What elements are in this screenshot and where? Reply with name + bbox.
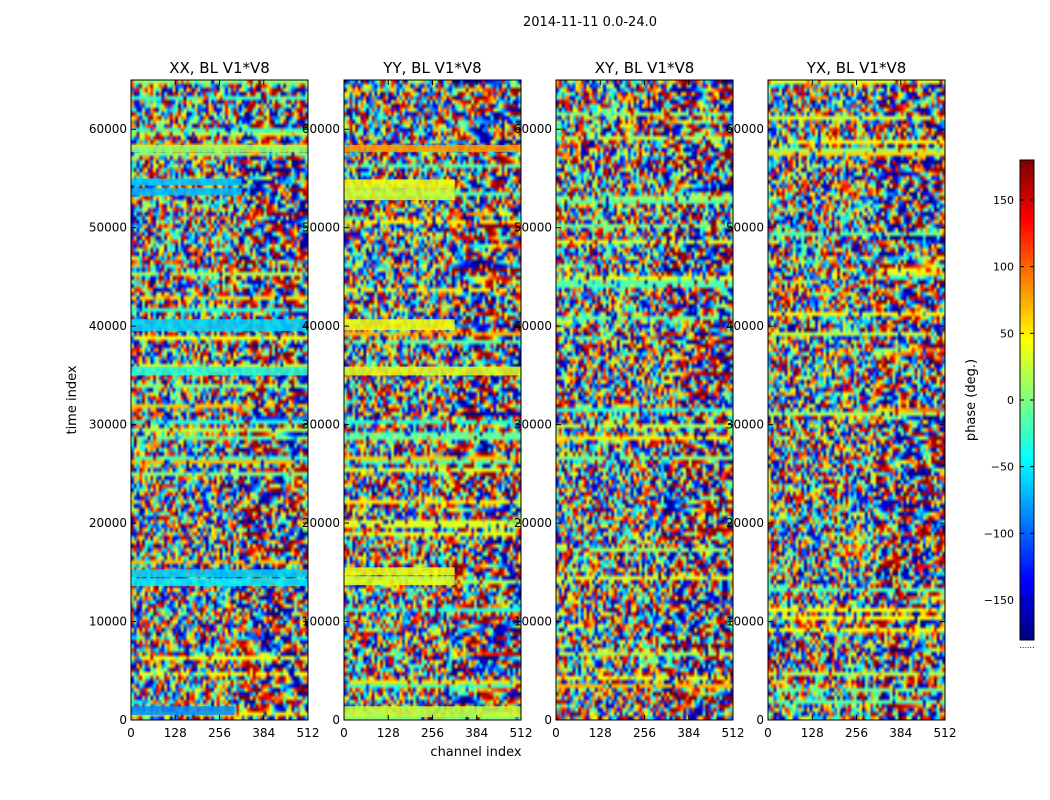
x-tick-label: 384	[889, 726, 912, 740]
phase-band	[344, 706, 521, 718]
x-tick-label: 0	[552, 726, 560, 740]
y-tick-label: 60000	[302, 122, 340, 136]
colorbar-tick-label: 50	[1000, 327, 1014, 340]
y-tick-label: 0	[119, 713, 127, 727]
x-axis-label: channel index	[430, 745, 521, 760]
y-tick-label: 30000	[302, 418, 340, 432]
x-tick-label: 512	[722, 726, 745, 740]
phase-band	[344, 144, 521, 152]
y-tick-label: 40000	[514, 319, 552, 333]
y-tick-label: 0	[756, 713, 764, 727]
x-tick-label: 256	[845, 726, 868, 740]
colorbar-tick-label: 150	[993, 194, 1014, 207]
colorbar: phase (deg.) ...... 150 100 50 0 −50 −100 −150	[964, 159, 1035, 650]
panel-title: XX, BL V1*V8	[169, 59, 270, 77]
phase-band	[344, 366, 521, 376]
y-tick-label: 60000	[89, 122, 127, 136]
y-tick-label: 60000	[514, 122, 552, 136]
phase-band	[344, 179, 455, 189]
phase-band	[344, 188, 455, 201]
phase-band	[131, 366, 308, 376]
y-tick-label: 50000	[89, 221, 127, 235]
x-tick-label: 128	[589, 726, 612, 740]
y-axis-label: time index	[65, 365, 80, 434]
y-tick-label: 10000	[514, 615, 552, 629]
phase-band	[344, 567, 455, 576]
panel-xx: XX, BL V1*V8 0 128 256 384 512 0 10000 20000 300…	[89, 59, 320, 740]
panel-yx: YX, BL V1*V8 0 128 256 384 512 0 10000 20000 300…	[726, 59, 957, 740]
x-tick-label: 0	[764, 726, 772, 740]
heatmap-image	[344, 80, 521, 720]
x-tick-label: 128	[377, 726, 400, 740]
y-tick-label: 40000	[726, 319, 764, 333]
x-tick-label: 384	[677, 726, 700, 740]
phase-band	[131, 178, 242, 186]
y-tick-label: 50000	[514, 221, 552, 235]
phase-band	[131, 188, 242, 196]
x-tick-label: 0	[340, 726, 348, 740]
y-tick-label: 20000	[302, 516, 340, 530]
colorbar-tick-label: −150	[984, 594, 1014, 607]
colorbar-tick-label: −50	[991, 461, 1014, 474]
phase-band	[131, 319, 308, 332]
figure-title: 2014-11-11 0.0-24.0	[523, 15, 657, 30]
panel-title: YY, BL V1*V8	[382, 59, 481, 77]
x-tick-label: 384	[252, 726, 275, 740]
x-tick-label: 0	[127, 726, 135, 740]
y-tick-label: 0	[332, 713, 340, 727]
colorbar-label: phase (deg.)	[964, 359, 979, 441]
phase-band	[131, 706, 235, 716]
x-tick-label: 512	[510, 726, 533, 740]
x-tick-label: 384	[465, 726, 488, 740]
colorbar-tick-label: 100	[993, 261, 1014, 274]
y-tick-label: 50000	[726, 221, 764, 235]
x-tick-label: 256	[208, 726, 231, 740]
y-tick-label: 20000	[726, 516, 764, 530]
y-tick-label: 10000	[89, 615, 127, 629]
phase-band	[131, 578, 308, 587]
y-tick-label: 20000	[514, 516, 552, 530]
y-tick-label: 30000	[514, 418, 552, 432]
y-tick-label: 10000	[726, 615, 764, 629]
x-tick-label: 128	[164, 726, 187, 740]
phase-band	[131, 569, 308, 578]
phase-band	[344, 576, 455, 586]
y-tick-label: 40000	[302, 319, 340, 333]
y-tick-label: 10000	[302, 615, 340, 629]
heatmap-image	[768, 80, 945, 720]
phase-band	[131, 144, 308, 152]
x-tick-label: 512	[297, 726, 320, 740]
x-tick-label: 256	[633, 726, 656, 740]
panel-yy: YY, BL V1*V8 0 128 256 384 512 0 10000 20000 300…	[302, 59, 533, 740]
heatmap-image	[556, 80, 733, 720]
panel-title: YX, BL V1*V8	[806, 59, 907, 77]
panel-title: XY, BL V1*V8	[595, 59, 695, 77]
y-tick-label: 40000	[89, 319, 127, 333]
colorbar-note: ......	[1019, 641, 1034, 650]
y-tick-label: 20000	[89, 516, 127, 530]
x-tick-label: 256	[421, 726, 444, 740]
panel-xy: XY, BL V1*V8 0 128 256 384 512 0 10000 20000 300…	[514, 59, 745, 740]
x-tick-label: 512	[934, 726, 957, 740]
y-tick-label: 50000	[302, 221, 340, 235]
heatmap-image	[131, 80, 308, 720]
colorbar-tick-label: −100	[984, 527, 1014, 540]
phase-band	[344, 319, 455, 331]
y-tick-label: 30000	[726, 418, 764, 432]
y-tick-label: 0	[544, 713, 552, 727]
y-tick-label: 30000	[89, 418, 127, 432]
colorbar-tick-label: 0	[1007, 394, 1014, 407]
x-tick-label: 128	[801, 726, 824, 740]
y-tick-label: 60000	[726, 122, 764, 136]
